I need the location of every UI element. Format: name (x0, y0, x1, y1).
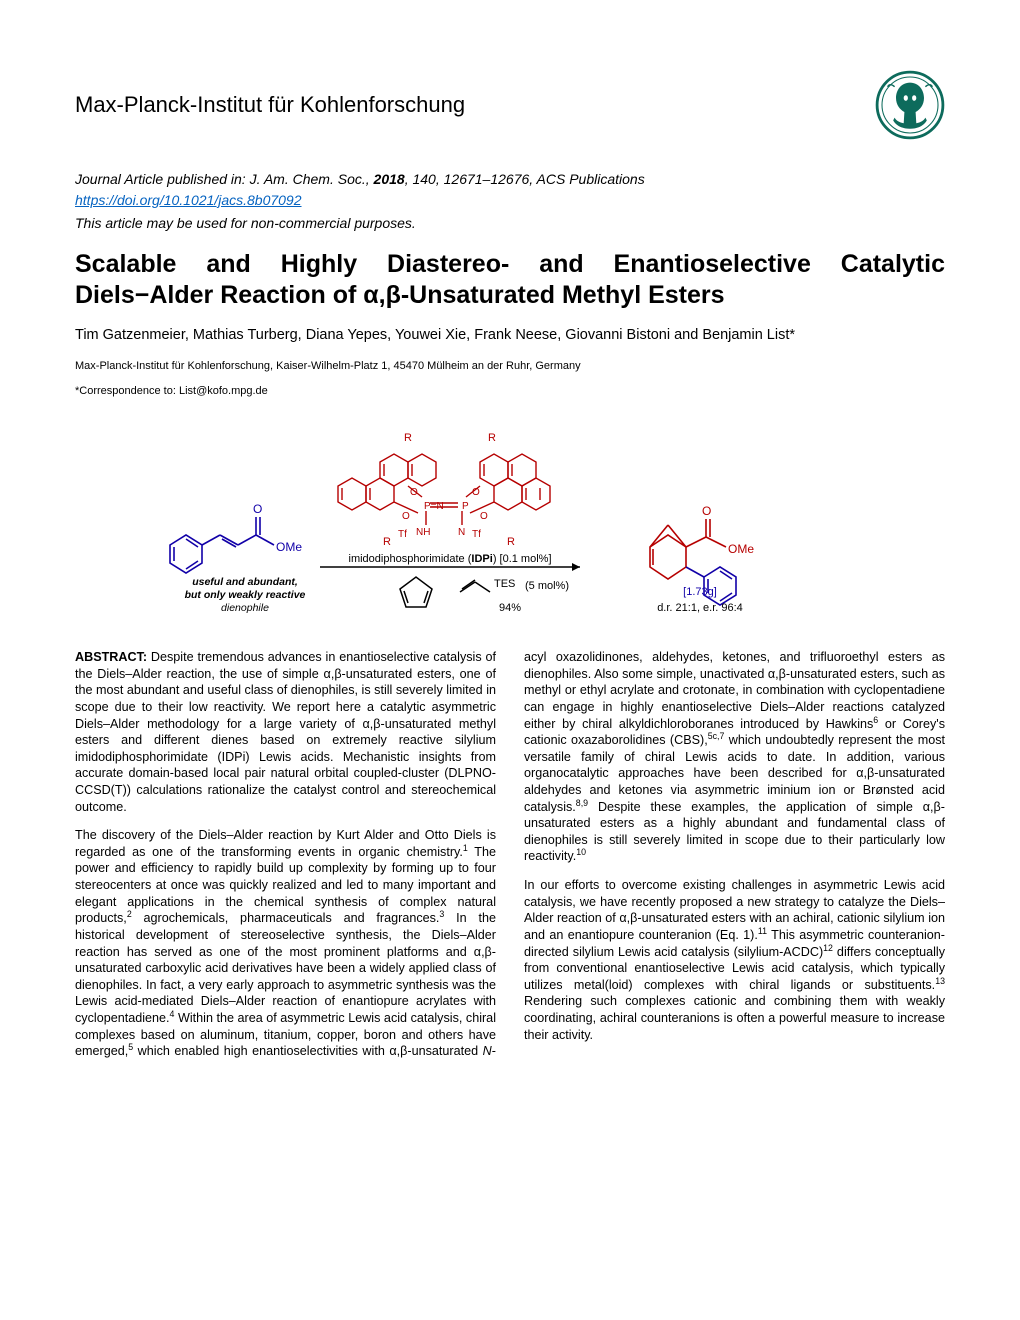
article-title: Scalable and Highly Diastereo- and Enant… (75, 249, 945, 312)
cat-r4: R (507, 536, 515, 548)
affiliation: Max-Planck-Institut für Kohlenforschung,… (75, 359, 945, 374)
doi-link[interactable]: https://doi.org/10.1021/jacs.8b07092 (75, 192, 302, 208)
minerva-logo-icon (875, 70, 945, 140)
para3: In our efforts to overcome existing chal… (524, 877, 945, 1043)
tes-structure (460, 580, 490, 592)
yield: 94% (499, 602, 521, 614)
reaction-scheme: O OMe useful and abundant, but only weak… (105, 417, 915, 627)
cat-p: P (462, 501, 469, 512)
tes-amount: (5 mol%) (525, 580, 569, 592)
svg-text:O: O (410, 487, 418, 498)
tes-label: TES (494, 578, 515, 590)
product-ome: OMe (728, 542, 754, 556)
authors-list: Tim Gatzenmeier, Mathias Turberg, Diana … (75, 325, 945, 345)
noncommercial-note: This article may be used for non-commerc… (75, 214, 945, 233)
correspondence-email: List@kofo.mpg.de (179, 385, 268, 397)
diene-structure (400, 577, 432, 607)
reactant-note-2: but only weakly reactive (185, 589, 306, 601)
page: Max-Planck-Institut für Kohlenforschung … (0, 0, 1020, 1320)
body-columns: ABSTRACT: Despite tremendous advances in… (75, 649, 945, 1060)
reactant-o-label: O (253, 502, 262, 516)
catalyst-label: imidodiphosphorimidate (IDPi) [0.1 mol%] (349, 553, 552, 565)
svg-text:O: O (402, 511, 410, 522)
cat-r3: R (383, 536, 391, 548)
product-o: O (702, 504, 711, 518)
catalyst-structure (338, 454, 550, 525)
abstract-label: ABSTRACT: (75, 650, 147, 664)
cat-tf1: Tf (398, 529, 407, 540)
product-ratio: d.r. 21:1, e.r. 96:4 (657, 602, 743, 614)
svg-text:O: O (472, 487, 480, 498)
correspondence: *Correspondence to: List@kofo.mpg.de (75, 384, 945, 399)
reactant-note-1: useful and abundant, (192, 576, 298, 588)
cat-r2: R (488, 432, 496, 444)
journal-meta: Journal Article published in: J. Am. Che… (75, 170, 945, 233)
reactant-ome-label: OMe (276, 540, 302, 554)
journal-citation: Journal Article published in: J. Am. Che… (75, 170, 945, 189)
journal-year: 2018 (374, 171, 405, 187)
header-row: Max-Planck-Institut für Kohlenforschung (75, 70, 945, 140)
reactant-structure (170, 517, 274, 573)
abstract: ABSTRACT: Despite tremendous advances in… (75, 649, 496, 815)
cat-n: N (458, 527, 465, 538)
product-mass: [1.73g] (683, 586, 717, 598)
correspondence-label: *Correspondence to: (75, 385, 179, 397)
cat-nh: NH (416, 527, 430, 538)
journal-prefix: Journal Article published in: J. Am. Che… (75, 171, 374, 187)
institute-name: Max-Planck-Institut für Kohlenforschung (75, 90, 465, 120)
svg-text:O: O (480, 511, 488, 522)
cat-pn: P=N (424, 501, 444, 512)
reactant-note-3: dienophile (221, 602, 269, 614)
cat-tf2: Tf (472, 529, 481, 540)
cat-r1: R (404, 432, 412, 444)
journal-suffix: , 140, 12671–12676, ACS Publications (405, 171, 645, 187)
abstract-text: Despite tremendous advances in enantiose… (75, 650, 496, 813)
